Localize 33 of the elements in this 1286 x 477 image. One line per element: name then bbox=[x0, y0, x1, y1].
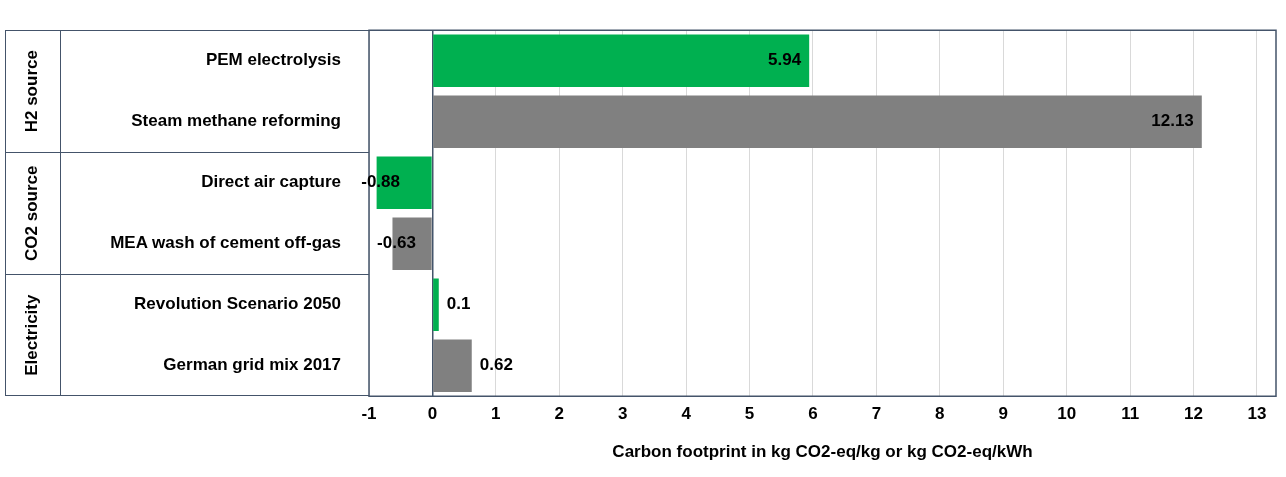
y-tick-label: German grid mix 2017 bbox=[163, 355, 341, 375]
text: Electricity bbox=[21, 294, 41, 376]
x-tick-label: 2 bbox=[554, 404, 565, 424]
text: H2 source bbox=[21, 50, 41, 133]
x-tick-label: 5 bbox=[744, 404, 755, 424]
x-tick-label: 6 bbox=[808, 404, 818, 424]
x-tick-label: 11 bbox=[1121, 404, 1140, 424]
x-tick-label: 12 bbox=[1184, 404, 1204, 424]
bar bbox=[433, 95, 1202, 148]
text: CO2 source bbox=[21, 165, 41, 261]
x-tick-label: 13 bbox=[1247, 404, 1267, 424]
y-tick-label: Revolution Scenario 2050 bbox=[134, 294, 341, 314]
data-label: 0.1 bbox=[446, 294, 471, 314]
x-tick-label: 8 bbox=[935, 404, 945, 424]
bar bbox=[433, 278, 439, 331]
x-tick-label: 4 bbox=[681, 404, 692, 424]
data-label: 5.94 bbox=[768, 50, 802, 70]
x-tick-label: 9 bbox=[998, 404, 1008, 424]
bar bbox=[433, 339, 472, 392]
bar bbox=[433, 34, 810, 87]
data-label: 12.13 bbox=[1151, 111, 1194, 131]
x-tick-label: 3 bbox=[617, 404, 628, 424]
x-tick-label: -1 bbox=[361, 404, 377, 424]
y-tick-label: PEM electrolysis bbox=[205, 50, 341, 70]
x-tick-label: 10 bbox=[1057, 404, 1077, 424]
x-tick-label: 0 bbox=[427, 404, 438, 424]
y-tick-label: MEA wash of cement off-gas bbox=[110, 233, 341, 253]
x-tick-label: 7 bbox=[871, 404, 882, 424]
x-tick-label: 1 bbox=[491, 404, 501, 424]
x-axis-title: Carbon footprint in kg CO2-eq/kg or kg CO2-eq/kWh bbox=[612, 442, 1033, 462]
data-label: 0.62 bbox=[479, 355, 513, 375]
y-tick-label: Direct air capture bbox=[201, 172, 341, 192]
y-tick-label: Steam methane reforming bbox=[131, 111, 341, 131]
